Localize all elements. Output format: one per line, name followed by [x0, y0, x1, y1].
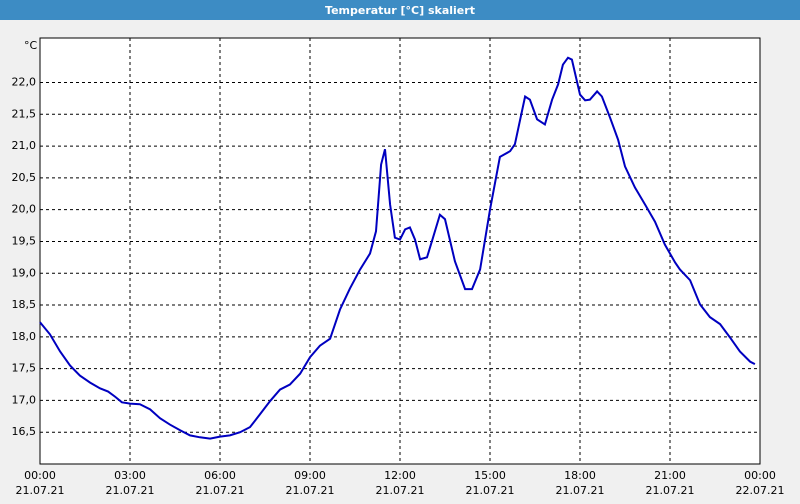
- x-tick-date: 21.07.21: [646, 484, 695, 497]
- x-tick-date: 21.07.21: [556, 484, 605, 497]
- y-tick-label: 22,0: [12, 76, 37, 89]
- y-tick-label: 18,5: [12, 298, 37, 311]
- chart-title: Temperatur [°C] skaliert: [325, 4, 475, 17]
- x-tick-date: 21.07.21: [196, 484, 245, 497]
- y-tick-label: 18,0: [12, 330, 37, 343]
- x-tick-date: 21.07.21: [376, 484, 425, 497]
- y-tick-label: 17,0: [12, 393, 37, 406]
- y-tick-label: 21,0: [12, 139, 37, 152]
- x-tick-label: 15:00: [474, 469, 506, 482]
- x-tick-label: 12:00: [384, 469, 416, 482]
- x-tick-label: 03:00: [114, 469, 146, 482]
- x-tick-label: 06:00: [204, 469, 236, 482]
- x-tick-label: 00:00: [24, 469, 56, 482]
- y-tick-label: 19,0: [12, 266, 37, 279]
- x-tick-date: 21.07.21: [286, 484, 335, 497]
- line: [39, 56, 756, 440]
- y-tick-label: 21,5: [12, 107, 37, 120]
- x-tick-date: 21.07.21: [466, 484, 515, 497]
- x-tick-label: 00:00: [744, 469, 776, 482]
- y-unit: °C: [24, 39, 38, 52]
- plot-border: [39, 37, 761, 465]
- y-tick-label: 20,0: [12, 203, 37, 216]
- title-bar: [0, 0, 800, 20]
- x-tick-label: 18:00: [564, 469, 596, 482]
- x-tick-label: 21:00: [654, 469, 686, 482]
- y-tick-label: 16,5: [12, 425, 37, 438]
- y-tick-label: 20,5: [12, 171, 37, 184]
- x-tick-date: 21.07.21: [106, 484, 155, 497]
- x-tick-date: 21.07.21: [16, 484, 65, 497]
- x-tick-label: 09:00: [294, 469, 326, 482]
- y-tick-label: 19,5: [12, 234, 37, 247]
- x-tick-date: 22.07.21: [736, 484, 785, 497]
- y-tick-label: 17,5: [12, 362, 37, 375]
